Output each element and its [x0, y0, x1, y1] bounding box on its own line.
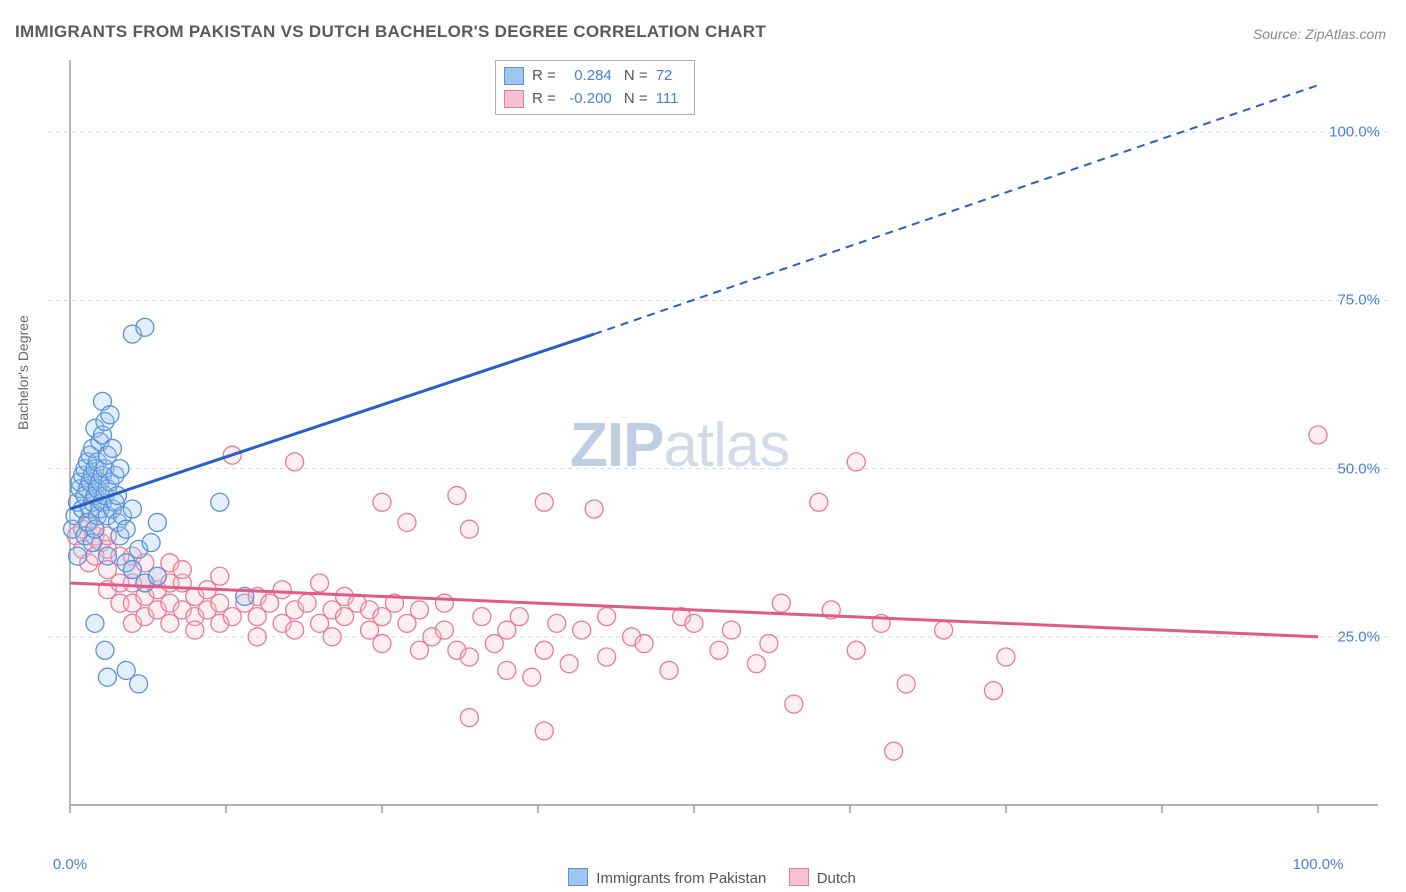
r-label: R =: [532, 65, 556, 88]
y-tick-label: 75.0%: [1337, 292, 1380, 309]
n-value-pakistan: 72: [656, 65, 684, 88]
bottom-legend: Immigrants from Pakistan Dutch: [0, 868, 1406, 887]
legend-label-dutch: Dutch: [817, 870, 856, 887]
stats-row-dutch: R = -0.200 N = 111: [504, 88, 684, 111]
y-tick-label: 25.0%: [1337, 628, 1380, 645]
n-value-dutch: 111: [656, 88, 684, 111]
watermark: ZIPatlas: [570, 410, 789, 481]
r-label: R =: [532, 88, 556, 111]
stats-row-pakistan: R = 0.284 N = 72: [504, 65, 684, 88]
swatch-pakistan: [568, 868, 588, 886]
n-label: N =: [620, 88, 648, 111]
legend-label-pakistan: Immigrants from Pakistan: [596, 870, 766, 887]
y-tick-label: 50.0%: [1337, 460, 1380, 477]
y-tick-label: 100.0%: [1329, 124, 1380, 141]
chart-title: IMMIGRANTS FROM PAKISTAN VS DUTCH BACHEL…: [15, 22, 766, 42]
y-axis-label: Bachelor's Degree: [15, 315, 31, 430]
r-value-pakistan: 0.284: [564, 65, 612, 88]
correlation-stats-box: R = 0.284 N = 72 R = -0.200 N = 111: [495, 60, 695, 115]
swatch-dutch: [504, 90, 524, 108]
n-label: N =: [620, 65, 648, 88]
r-value-dutch: -0.200: [564, 88, 612, 111]
swatch-pakistan: [504, 67, 524, 85]
swatch-dutch: [789, 868, 809, 886]
source-label: Source: ZipAtlas.com: [1253, 26, 1386, 42]
